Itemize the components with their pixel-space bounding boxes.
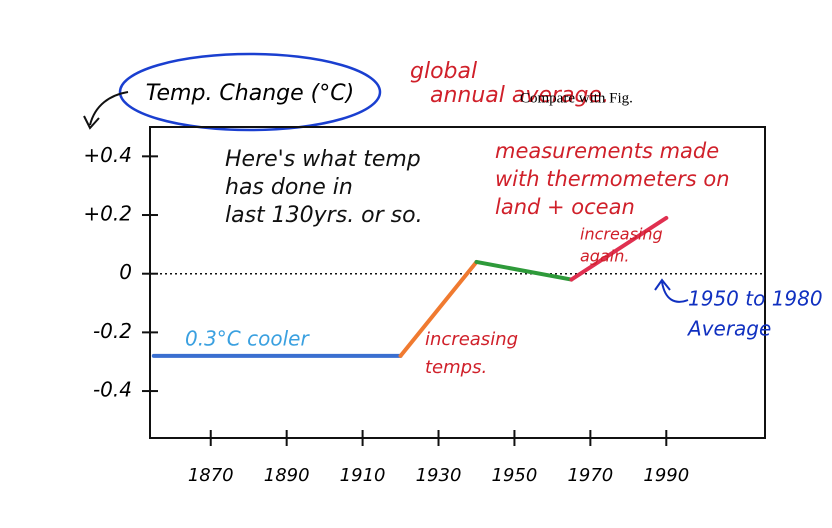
y-tick-label: +0.2 xyxy=(83,202,132,226)
annotation: measurements made xyxy=(495,139,719,163)
annotation: Average xyxy=(686,317,771,341)
y-axis-label: Temp. Change (°C) xyxy=(146,81,354,106)
annotation: has done in xyxy=(225,175,353,200)
arrow xyxy=(654,278,689,303)
annotation: annual average. xyxy=(430,83,609,108)
annotation: 0.3°C cooler xyxy=(185,327,310,351)
x-tick-label: 1910 xyxy=(340,465,386,486)
annotation: Compare with Fig. xyxy=(520,90,633,106)
annotation: Here's what temp xyxy=(225,147,421,172)
annotation: increasing xyxy=(425,329,518,350)
line-segment xyxy=(398,259,479,358)
arrow xyxy=(83,91,129,130)
annotation: last 130yrs. or so. xyxy=(225,203,423,228)
annotation: 1950 to 1980 xyxy=(688,287,823,311)
x-tick-label: 1930 xyxy=(416,465,462,486)
x-tick-label: 1950 xyxy=(492,465,538,486)
x-tick-label: 1870 xyxy=(188,465,234,486)
x-tick-label: 1990 xyxy=(643,465,689,486)
annotation: temps. xyxy=(425,357,487,378)
y-tick-label: +0.4 xyxy=(83,143,132,167)
y-tick-label: 0 xyxy=(119,260,132,284)
title-circle xyxy=(118,52,382,132)
annotation: land + ocean xyxy=(495,195,635,219)
line-segment xyxy=(474,259,574,282)
annotation: global xyxy=(410,59,477,84)
y-tick-label: -0.4 xyxy=(93,378,132,402)
line-segment xyxy=(569,215,669,282)
annotation: increasing xyxy=(580,225,663,244)
y-tick-label: -0.2 xyxy=(93,319,132,343)
plot-frame xyxy=(149,126,766,439)
annotation: again. xyxy=(580,247,629,266)
x-tick-label: 1890 xyxy=(264,465,310,486)
x-tick-label: 1970 xyxy=(567,465,613,486)
annotation: with thermometers on xyxy=(495,167,730,191)
